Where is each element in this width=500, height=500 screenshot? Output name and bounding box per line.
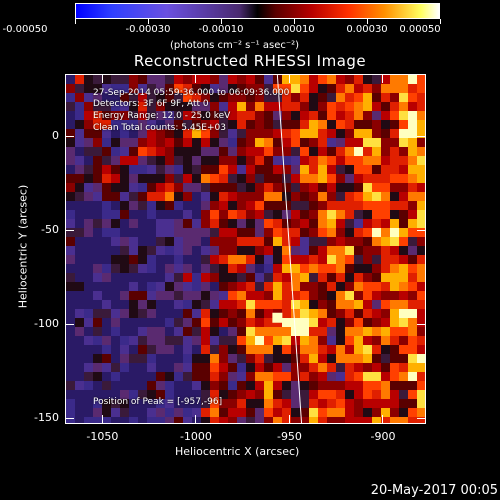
colorbar-tick <box>147 19 149 24</box>
colorbar-tick-label: 0.00050 <box>399 24 441 35</box>
y-tick <box>66 417 74 419</box>
y-tick-label: 0 <box>52 129 59 143</box>
heatmap-image <box>66 75 425 423</box>
y-tick-label: -150 <box>34 411 59 425</box>
colorbar-unit-label: (photons cm⁻² s⁻¹ asec⁻²) <box>170 40 300 51</box>
y-tick <box>66 135 74 137</box>
peak-position-annotation: Position of Peak = [-957,-96] <box>93 397 223 407</box>
x-tick-label: -1000 <box>179 430 212 443</box>
x-tick <box>195 75 197 83</box>
colorbar-tick-label: -0.00030 <box>125 24 171 35</box>
colorbar-tick-label: 0.00030 <box>346 24 388 35</box>
plot-area <box>65 74 426 424</box>
x-tick-label: -900 <box>370 430 396 443</box>
x-tick <box>288 75 290 83</box>
colorbar-tick <box>220 19 222 24</box>
solar-limb-line <box>276 75 303 423</box>
x-tick-label: -950 <box>276 430 302 443</box>
y-tick-label: -50 <box>41 223 59 237</box>
y-tick <box>417 323 425 325</box>
x-tick <box>101 415 103 423</box>
x-tick <box>101 75 103 83</box>
y-tick <box>66 323 74 325</box>
colorbar-tick <box>439 19 441 24</box>
colorbar <box>75 3 440 19</box>
timestamp-footer: 20-May-2017 00:05 <box>370 483 498 498</box>
colorbar-tick <box>74 19 76 24</box>
x-tick <box>382 75 384 83</box>
y-tick <box>417 229 425 231</box>
time-range-annotation: 27-Sep-2014 05:59:36.000 to 06:09:36.000 <box>93 88 290 98</box>
x-tick <box>382 415 384 423</box>
energy-range-annotation: Energy Range: 12.0 - 25.0 keV <box>93 111 231 121</box>
x-tick-label: -1050 <box>86 430 119 443</box>
heatmap-cells <box>66 75 425 423</box>
clean-counts-annotation: Clean Total counts: 5.45E+03 <box>93 123 226 133</box>
x-tick <box>288 415 290 423</box>
colorbar-tick <box>366 19 368 24</box>
y-tick <box>417 135 425 137</box>
colorbar-tick <box>293 19 295 24</box>
colorbar-tick-label: -0.00010 <box>198 24 244 35</box>
y-tick <box>66 229 74 231</box>
colorbar-tick-label: 0.00010 <box>273 24 315 35</box>
detectors-annotation: Detectors: 3F 6F 9F, Att 0 <box>93 99 209 109</box>
x-axis-label: Heliocentric X (arcsec) <box>175 445 300 458</box>
colorbar-tick-label: -0.00050 <box>2 24 48 35</box>
x-tick <box>195 415 197 423</box>
chart-title: Reconstructed RHESSI Image <box>133 52 367 70</box>
y-tick-label: -100 <box>34 317 59 331</box>
y-tick <box>417 417 425 419</box>
peak-point <box>272 312 283 323</box>
y-axis-label: Heliocentric Y (arcsec) <box>16 184 30 309</box>
